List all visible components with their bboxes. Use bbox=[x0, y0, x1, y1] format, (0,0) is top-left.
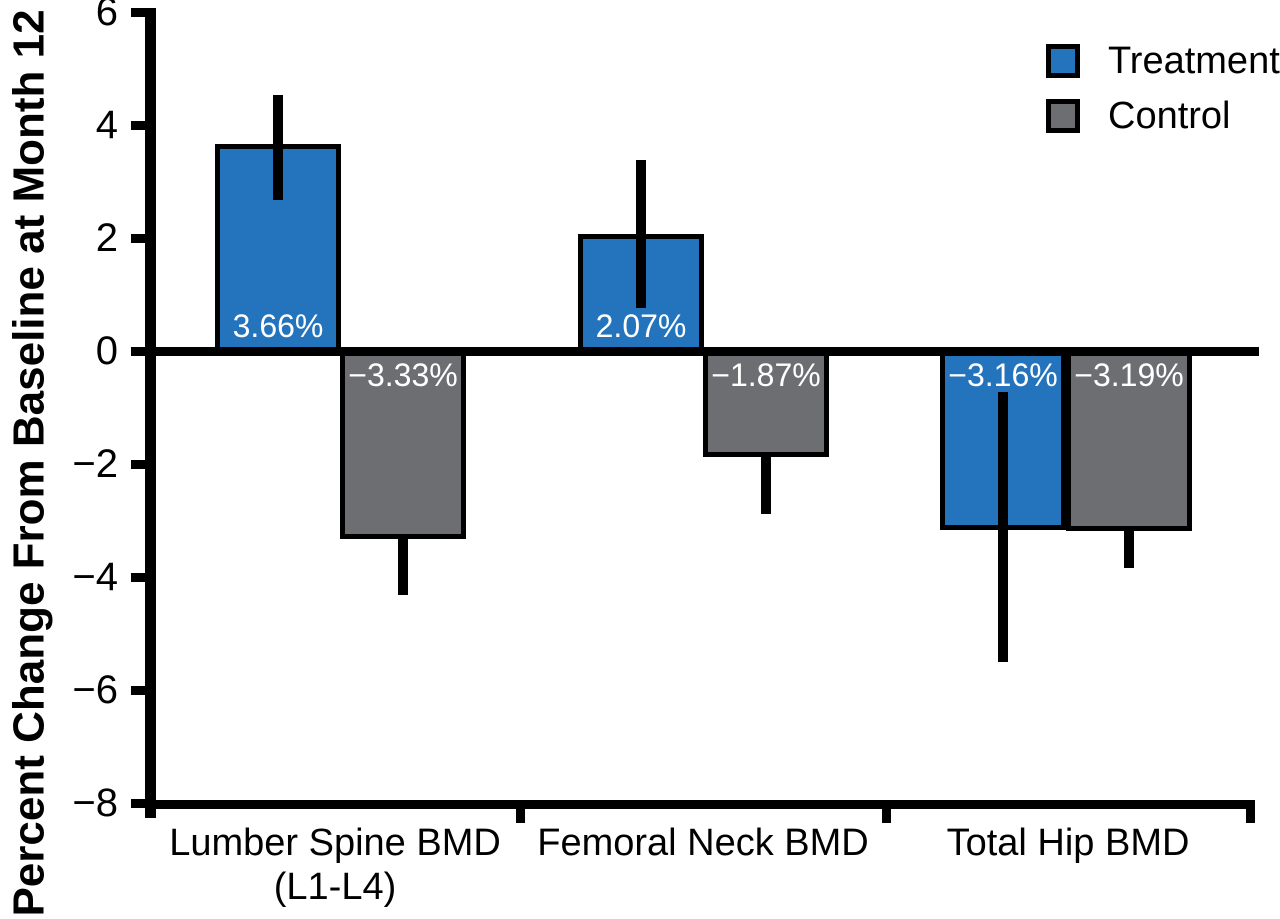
treatment-swatch-icon bbox=[1046, 44, 1080, 78]
y-axis-line bbox=[145, 8, 156, 818]
control-swatch-icon bbox=[1046, 99, 1080, 133]
error-bar bbox=[273, 95, 283, 200]
y-tick bbox=[131, 8, 146, 17]
category-label: Lumber Spine BMD bbox=[169, 822, 501, 864]
y-tick-label: −4 bbox=[72, 555, 118, 599]
y-tick-label: −8 bbox=[72, 781, 118, 825]
y-tick bbox=[131, 347, 146, 356]
y-tick-label: −2 bbox=[72, 442, 118, 486]
y-tick-label: 6 bbox=[95, 0, 118, 34]
error-bar bbox=[398, 539, 408, 595]
y-tick-label: 4 bbox=[95, 103, 118, 147]
bar-value-label: −1.87% bbox=[711, 357, 821, 393]
y-tick-label: 0 bbox=[95, 329, 118, 373]
error-bar bbox=[636, 160, 646, 308]
category-label: Femoral Neck BMD bbox=[537, 822, 869, 864]
bar bbox=[340, 349, 466, 540]
legend-item-control: Control bbox=[1046, 95, 1231, 137]
bar bbox=[1066, 349, 1192, 532]
y-tick bbox=[131, 573, 146, 582]
legend-label-control: Control bbox=[1108, 94, 1231, 137]
bar-value-label: −3.33% bbox=[348, 357, 458, 393]
x-axis-tick bbox=[1246, 800, 1255, 823]
zero-line bbox=[145, 347, 1259, 356]
y-tick-label: −6 bbox=[72, 668, 118, 712]
y-tick bbox=[131, 121, 146, 130]
x-axis-line bbox=[145, 800, 1255, 809]
bar-value-label: 3.66% bbox=[232, 308, 324, 344]
y-tick bbox=[131, 460, 146, 469]
y-tick bbox=[131, 234, 146, 243]
x-axis-tick bbox=[516, 800, 525, 823]
error-bar bbox=[761, 457, 771, 514]
legend-label-treatment: Treatment bbox=[1108, 39, 1280, 82]
category-label: Total Hip BMD bbox=[946, 822, 1190, 864]
error-bar bbox=[1124, 531, 1134, 568]
error-bar bbox=[998, 392, 1008, 662]
legend-item-treatment: Treatment bbox=[1046, 40, 1280, 82]
bar-value-label: 2.07% bbox=[595, 308, 687, 344]
x-axis-tick bbox=[882, 800, 891, 823]
y-tick bbox=[131, 799, 146, 808]
bar-value-label: −3.16% bbox=[948, 357, 1058, 393]
y-tick bbox=[131, 686, 146, 695]
y-tick-label: 2 bbox=[95, 216, 118, 260]
category-sublabel: (L1-L4) bbox=[273, 866, 397, 908]
bar-value-label: −3.19% bbox=[1074, 357, 1184, 393]
